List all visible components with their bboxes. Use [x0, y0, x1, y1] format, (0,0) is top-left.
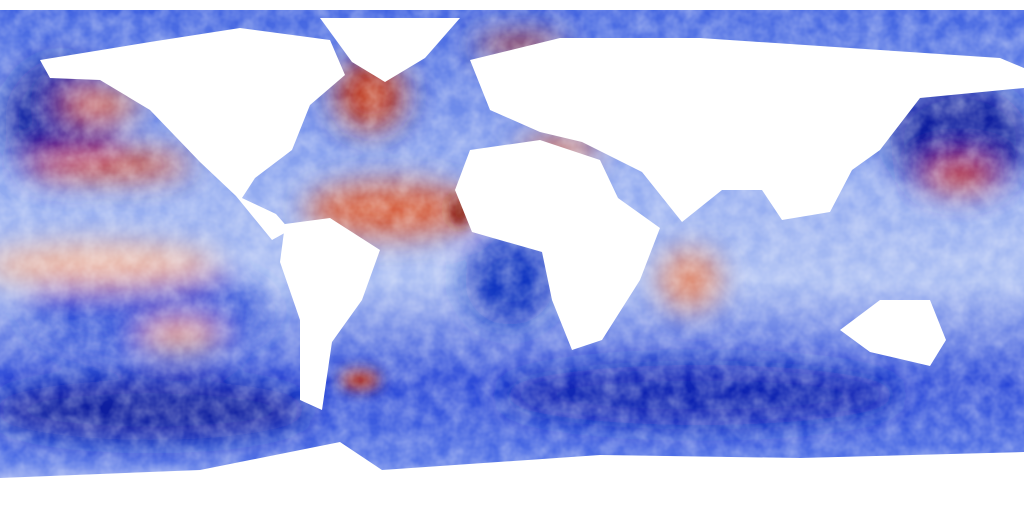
antarctica — [0, 442, 1024, 512]
north-pole-edge — [0, 0, 1024, 10]
africa — [455, 140, 660, 350]
south-america — [280, 218, 380, 410]
australia — [840, 300, 946, 366]
greenland — [320, 18, 460, 82]
eurasia — [470, 38, 1024, 222]
north-america — [40, 28, 345, 240]
